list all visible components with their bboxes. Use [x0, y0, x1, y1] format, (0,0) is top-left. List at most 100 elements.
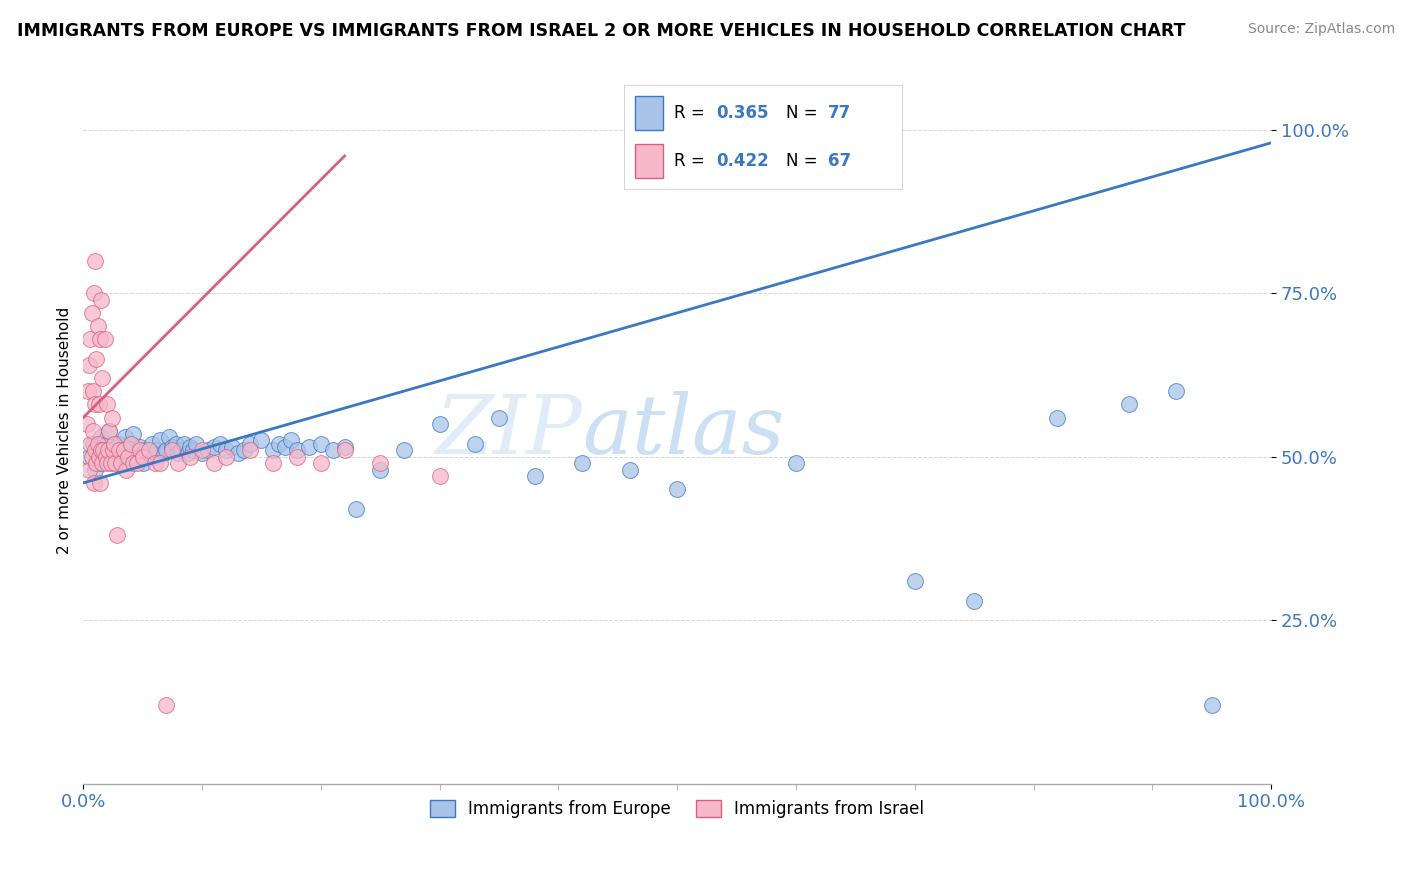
- Point: [96, 436, 118, 450]
- Point: [90, 430, 112, 444]
- Point: [76, 417, 98, 431]
- Point: [79, 332, 101, 346]
- Point: [141, 436, 163, 450]
- Point: [103, 436, 125, 450]
- Point: [96, 443, 118, 458]
- Point: [571, 456, 593, 470]
- Point: [170, 443, 193, 458]
- Point: [904, 574, 927, 588]
- Point: [488, 410, 510, 425]
- Point: [105, 440, 128, 454]
- Point: [1118, 397, 1140, 411]
- Point: [155, 443, 177, 458]
- Point: [134, 443, 156, 458]
- Point: [239, 436, 262, 450]
- Point: [215, 443, 238, 458]
- Point: [122, 426, 145, 441]
- Point: [239, 443, 262, 458]
- Point: [86, 443, 108, 458]
- Point: [157, 430, 180, 444]
- Point: [101, 410, 124, 425]
- Point: [91, 371, 114, 385]
- Point: [226, 446, 249, 460]
- Point: [162, 440, 184, 454]
- Point: [221, 440, 243, 454]
- Point: [93, 443, 115, 458]
- Point: [120, 436, 142, 450]
- Point: [108, 443, 131, 458]
- Point: [108, 456, 131, 470]
- Point: [250, 434, 273, 448]
- Point: [215, 450, 238, 464]
- Point: [101, 443, 124, 458]
- Point: [104, 456, 127, 470]
- Point: [262, 443, 284, 458]
- Point: [285, 443, 308, 458]
- Point: [89, 475, 111, 490]
- Point: [280, 434, 302, 448]
- Point: [86, 436, 108, 450]
- Text: Source: ZipAtlas.com: Source: ZipAtlas.com: [1247, 22, 1395, 37]
- Point: [86, 318, 108, 333]
- Point: [93, 332, 115, 346]
- Point: [232, 443, 254, 458]
- Point: [368, 456, 391, 470]
- Point: [79, 436, 101, 450]
- Point: [110, 456, 132, 470]
- Point: [523, 469, 546, 483]
- Point: [322, 443, 344, 458]
- Point: [197, 443, 219, 458]
- Point: [274, 440, 297, 454]
- Point: [86, 351, 108, 366]
- Point: [167, 456, 190, 470]
- Point: [131, 450, 153, 464]
- Point: [83, 475, 105, 490]
- Point: [143, 456, 166, 470]
- Point: [785, 456, 807, 470]
- Point: [1201, 698, 1223, 713]
- Point: [149, 456, 172, 470]
- Point: [117, 450, 139, 464]
- Point: [86, 456, 108, 470]
- Point: [368, 463, 391, 477]
- Point: [84, 463, 107, 477]
- Text: ZIP: ZIP: [436, 391, 582, 471]
- Point: [392, 443, 415, 458]
- Point: [262, 456, 284, 470]
- Point: [77, 358, 100, 372]
- Point: [101, 450, 124, 464]
- Point: [90, 443, 112, 458]
- Point: [146, 443, 169, 458]
- Y-axis label: 2 or more Vehicles in Household: 2 or more Vehicles in Household: [58, 307, 72, 554]
- Point: [87, 450, 110, 464]
- Point: [1164, 384, 1187, 399]
- Point: [84, 253, 107, 268]
- Text: IMMIGRANTS FROM EUROPE VS IMMIGRANTS FROM ISRAEL 2 OR MORE VEHICLES IN HOUSEHOLD: IMMIGRANTS FROM EUROPE VS IMMIGRANTS FRO…: [17, 22, 1185, 40]
- Point: [77, 384, 100, 399]
- Point: [346, 502, 368, 516]
- Point: [120, 443, 142, 458]
- Point: [269, 436, 291, 450]
- Point: [93, 450, 115, 464]
- Point: [619, 463, 641, 477]
- Point: [98, 424, 121, 438]
- Point: [429, 417, 451, 431]
- Point: [143, 450, 166, 464]
- Point: [155, 698, 177, 713]
- Point: [82, 384, 104, 399]
- Point: [94, 450, 117, 464]
- Point: [83, 286, 105, 301]
- Point: [105, 528, 128, 542]
- Point: [80, 306, 103, 320]
- Legend: Immigrants from Europe, Immigrants from Israel: Immigrants from Europe, Immigrants from …: [423, 793, 931, 825]
- Point: [181, 443, 204, 458]
- Point: [90, 293, 112, 307]
- Point: [82, 424, 104, 438]
- Point: [84, 397, 107, 411]
- Point: [202, 440, 225, 454]
- Point: [429, 469, 451, 483]
- Point: [666, 483, 689, 497]
- Point: [110, 443, 132, 458]
- Point: [122, 456, 145, 470]
- Point: [131, 456, 153, 470]
